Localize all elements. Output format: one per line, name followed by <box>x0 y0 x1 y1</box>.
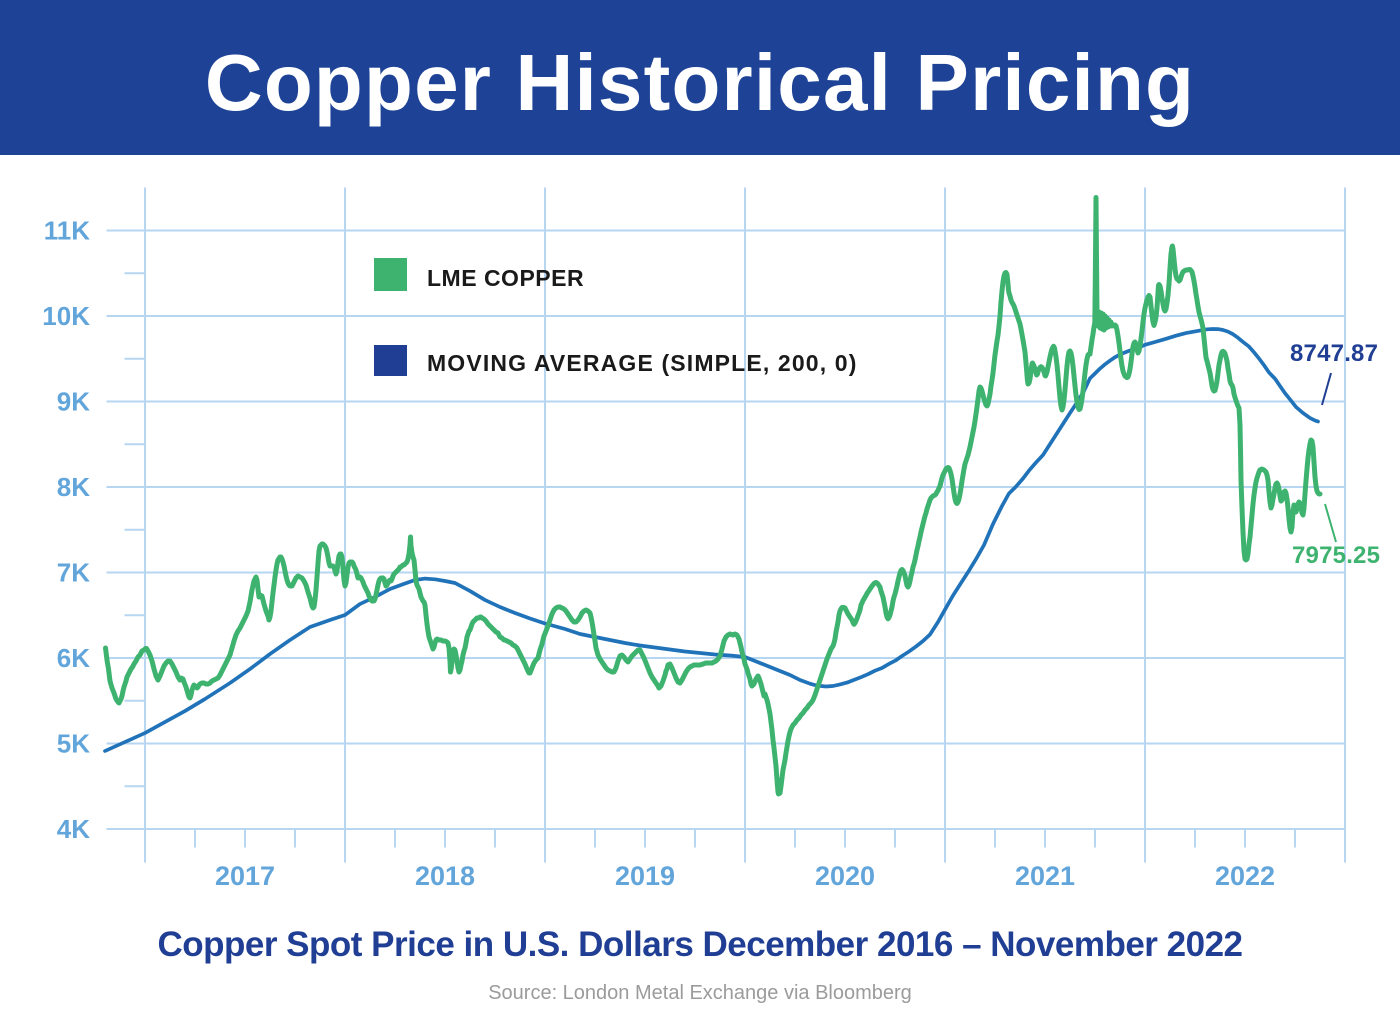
svg-text:6K: 6K <box>57 643 90 673</box>
svg-text:2017: 2017 <box>215 861 275 891</box>
svg-text:2022: 2022 <box>1215 861 1275 891</box>
svg-text:2019: 2019 <box>615 861 675 891</box>
svg-text:2020: 2020 <box>815 861 875 891</box>
svg-text:10K: 10K <box>42 301 90 331</box>
svg-text:4K: 4K <box>57 814 90 844</box>
svg-text:7975.25: 7975.25 <box>1292 542 1380 569</box>
svg-text:MOVING AVERAGE (SIMPLE, 200, 0: MOVING AVERAGE (SIMPLE, 200, 0) <box>427 350 858 376</box>
svg-text:9K: 9K <box>57 387 90 417</box>
svg-text:11K: 11K <box>44 216 90 246</box>
svg-text:LME COPPER: LME COPPER <box>427 265 584 291</box>
svg-text:Source: London Metal Exchange: Source: London Metal Exchange via Bloomb… <box>488 982 912 1004</box>
svg-text:2018: 2018 <box>415 861 475 891</box>
svg-text:8747.87: 8747.87 <box>1290 340 1378 367</box>
svg-text:5K: 5K <box>57 729 90 759</box>
svg-text:7K: 7K <box>57 558 90 588</box>
svg-text:2021: 2021 <box>1015 861 1075 891</box>
svg-text:Copper Historical Pricing: Copper Historical Pricing <box>205 38 1195 127</box>
svg-text:8K: 8K <box>57 472 90 502</box>
svg-text:Copper Spot Price in U.S. Doll: Copper Spot Price in U.S. Dollars Decemb… <box>157 925 1242 964</box>
